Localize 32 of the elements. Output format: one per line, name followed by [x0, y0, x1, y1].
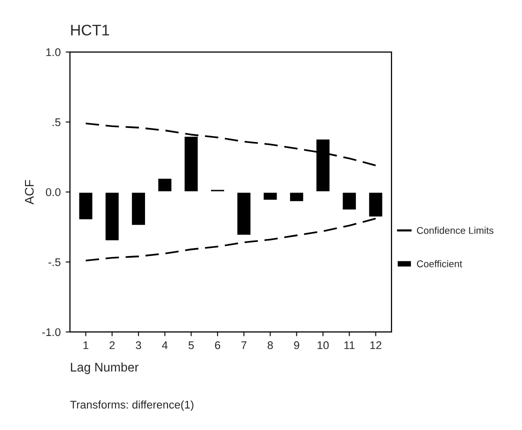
- x-tick-label: 5: [188, 341, 194, 350]
- text: Transforms: difference(1): [70, 400, 194, 411]
- x-tick-label: 6: [215, 341, 220, 350]
- x-tick-label: 2: [110, 341, 115, 350]
- x-tick-label: 8: [268, 341, 273, 350]
- x-tick-label: 9: [294, 341, 300, 350]
- bar: [341, 191, 358, 211]
- bar: [288, 191, 305, 202]
- bar: [104, 191, 120, 242]
- x-axis-title: Lag Number: [70, 362, 139, 374]
- bar: [236, 191, 252, 236]
- y-tick-label: -1.0: [42, 328, 60, 336]
- bar: [156, 177, 173, 193]
- x-tick-label: 10: [318, 341, 329, 350]
- bar: [130, 191, 146, 226]
- bar: [210, 188, 226, 193]
- x-tick-label: 4: [162, 341, 168, 350]
- x-tick-label: 7: [241, 341, 246, 350]
- y-tick-label: 1.0: [46, 48, 60, 56]
- legend-label: Confidence Limits: [416, 226, 494, 234]
- y-axis-title: ACF: [24, 180, 34, 204]
- y-tick-label: .5: [52, 118, 60, 126]
- x-tick-label: 12: [370, 341, 382, 350]
- x-tick-label: 1: [84, 341, 88, 350]
- x-tick-label: 11: [344, 341, 355, 350]
- y-tick-label: 0.0: [46, 188, 60, 196]
- bar: [78, 191, 94, 221]
- legend-label: Coefficient: [416, 260, 462, 268]
- chart-title: HCT1: [71, 24, 110, 36]
- y-tick-label: -.5: [48, 258, 60, 266]
- x-tick-label: 3: [136, 341, 142, 350]
- bar: [262, 191, 278, 202]
